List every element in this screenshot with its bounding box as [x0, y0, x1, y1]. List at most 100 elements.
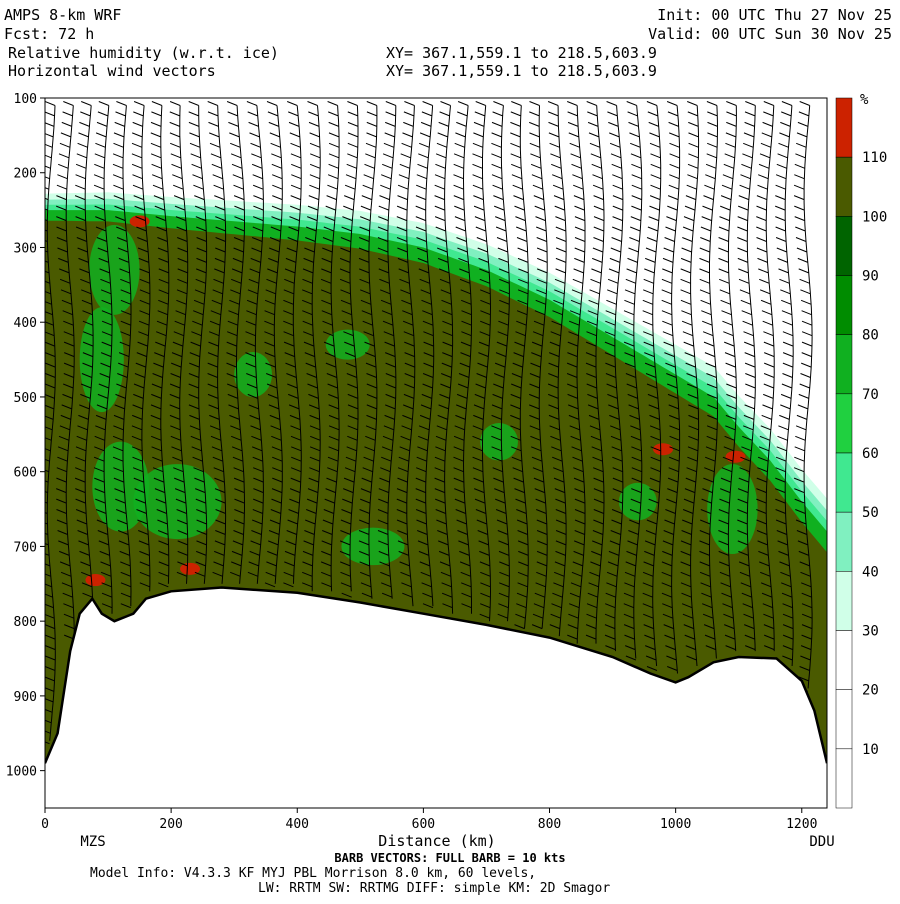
wind-barb-column: [510, 101, 529, 630]
colorbar-swatch: [835, 156, 853, 217]
colorbar-unit: %: [860, 92, 869, 108]
wind-barb-column: [756, 101, 775, 652]
wind-barb-column: [775, 101, 794, 667]
y-tick-label: 300: [14, 241, 37, 256]
x-endpoint-right: DDU: [809, 834, 834, 850]
header-xy1: XY= 367.1,559.1 to 218.5,603.9: [386, 44, 657, 62]
x-tick-label: 600: [412, 817, 435, 832]
rh-saturated-patch-1: [180, 562, 201, 575]
header-forecast: Fcst: 72 h: [4, 25, 94, 43]
wind-barb-column: [377, 101, 397, 599]
rh-saturated-patch-2: [85, 574, 106, 587]
colorbar-tick-label: 110: [862, 150, 887, 166]
y-tick-label: 1000: [6, 765, 37, 780]
x-tick-label: 400: [286, 817, 309, 832]
x-tick-label: 200: [159, 817, 182, 832]
rh-moist-patch-9: [707, 464, 758, 555]
footer-model-info2: LW: RRTM SW: RRTMG DIFF: simple KM: 2D S…: [258, 881, 610, 896]
wind-barb-column: [529, 101, 548, 630]
wind-barb-column: [642, 101, 662, 671]
y-tick-label: 900: [14, 690, 37, 705]
rh-saturated-patch-3: [653, 443, 674, 456]
footer-barb-note: BARB VECTORS: FULL BARB = 10 kts: [334, 851, 565, 865]
y-tick-label: 600: [14, 466, 37, 481]
colorbar-tick-label: 90: [862, 269, 879, 285]
wind-barb-column: [320, 101, 340, 592]
rh-saturated-patch-0: [129, 215, 150, 228]
colorbar-tick-label: 40: [862, 564, 879, 580]
colorbar-swatch: [835, 630, 853, 690]
colorbar-tick-label: 60: [862, 446, 879, 462]
wind-barb-column: [585, 101, 605, 644]
plot-area: [45, 101, 827, 808]
wind-barb-column: [339, 101, 359, 598]
colorbar-swatch: [835, 275, 853, 335]
colorbar-swatch: [835, 452, 853, 513]
wind-barb-column: [169, 101, 189, 584]
colorbar-tick-label: 10: [862, 742, 879, 758]
terrain-outline: [45, 586, 827, 764]
x-axis: 0 200 400 600 800 1000 1200: [41, 808, 817, 832]
x-tick-label: 0: [41, 817, 49, 832]
header-model: AMPS 8-km WRF: [4, 6, 121, 24]
y-tick-label: 500: [14, 391, 37, 406]
rh-moist-patch-1: [79, 307, 124, 413]
rh-saturated-patch-4: [725, 450, 746, 463]
header-init: Init: 00 UTC Thu 27 Nov 25: [657, 6, 892, 24]
wind-barb-column: [453, 101, 472, 614]
terrain-fill: [45, 587, 827, 808]
rh-moist-patch-4: [133, 464, 222, 540]
footer-model-info: Model Info: V4.3.3 KF MYJ PBL Morrison 8…: [90, 866, 536, 881]
colorbar-swatch: [835, 748, 853, 809]
wind-barb-column: [793, 101, 813, 692]
colorbar-tick-label: 30: [862, 624, 879, 640]
colorbar-swatch: [835, 393, 853, 454]
wind-barb-column: [264, 101, 283, 588]
wind-barb-column: [472, 101, 492, 622]
wind-barb-column: [131, 101, 151, 592]
header-valid: Valid: 00 UTC Sun 30 Nov 25: [648, 25, 892, 43]
x-tick-label: 800: [538, 817, 561, 832]
y-tick-label: 800: [14, 615, 37, 630]
header-field2: Horizontal wind vectors: [8, 62, 216, 80]
wind-barb-column: [623, 101, 643, 661]
header-field1: Relative humidity (w.r.t. ice): [8, 44, 279, 62]
y-tick-label: 400: [14, 316, 37, 331]
wind-barb-column: [718, 101, 737, 652]
wind-barb-column: [302, 101, 321, 592]
wind-barb-column: [226, 101, 245, 584]
wind-barbs: [45, 101, 813, 745]
colorbar-tick-label: 20: [862, 683, 879, 699]
colorbar-swatch: [835, 511, 853, 572]
wind-barb-column: [566, 101, 586, 644]
y-tick-label: 200: [14, 167, 37, 182]
colorbar-tick-label: 100: [862, 209, 887, 225]
colorbar-swatch: [835, 97, 853, 158]
colorbar-tick-label: 80: [862, 328, 879, 344]
colorbar: 10 20 30 40 50 60 70 80 90 100 110: [835, 97, 887, 809]
wind-barb-column: [491, 101, 510, 622]
wind-barb-column: [415, 101, 435, 609]
colorbar-tick-label: 50: [862, 505, 879, 521]
wind-barb-column: [207, 101, 227, 584]
header-xy2: XY= 367.1,559.1 to 218.5,603.9: [386, 62, 657, 80]
x-tick-label: 1200: [786, 817, 817, 832]
wind-barb-column: [680, 101, 700, 667]
wind-barb-column: [188, 101, 208, 584]
colorbar-tick-label: 70: [862, 387, 879, 403]
colorbar-swatch: [835, 571, 853, 631]
x-tick-label: 1000: [660, 817, 691, 832]
y-tick-label: 100: [14, 92, 37, 107]
wind-barb-column: [112, 101, 132, 609]
plot-frame: [44, 97, 828, 809]
rh-moist-patch-5: [325, 329, 370, 360]
y-axis: 100 200 300 400 500 600 700 800 900 1000: [6, 92, 45, 780]
wind-barb-column: [396, 101, 416, 607]
wind-barb-column: [699, 101, 719, 659]
rh-moist-patch-6: [480, 423, 518, 461]
colorbar-swatch: [835, 216, 853, 276]
x-axis-label: Distance (km): [378, 832, 495, 850]
colorbar-swatch: [835, 689, 853, 750]
wind-barb-column: [358, 101, 378, 599]
